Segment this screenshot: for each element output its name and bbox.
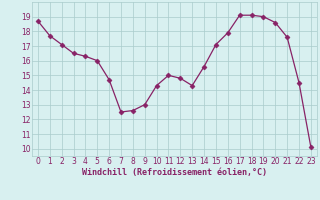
- X-axis label: Windchill (Refroidissement éolien,°C): Windchill (Refroidissement éolien,°C): [82, 168, 267, 177]
